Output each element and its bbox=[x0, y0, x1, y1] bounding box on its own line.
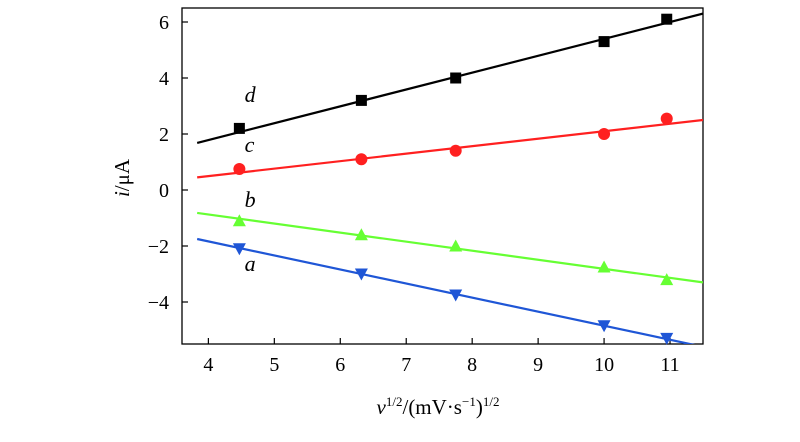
y-axis-title: i/μA bbox=[110, 158, 134, 197]
x-tick-label: 6 bbox=[335, 354, 345, 376]
data-point-a bbox=[597, 320, 611, 333]
data-point-c bbox=[449, 144, 462, 157]
y-tick-label: −4 bbox=[148, 292, 169, 314]
data-point-d bbox=[661, 13, 673, 25]
data-point-c bbox=[233, 163, 246, 175]
fit-line-b bbox=[197, 211, 703, 284]
series-label-d: d bbox=[245, 82, 257, 107]
data-point-b bbox=[597, 260, 611, 273]
y-tick-label: 0 bbox=[159, 180, 169, 202]
x-axis-title: v1/2/(mV·s−1)1/2 bbox=[377, 394, 500, 419]
series-label-c: c bbox=[245, 132, 255, 157]
data-point-b bbox=[354, 228, 368, 241]
x-tick-label: 11 bbox=[660, 354, 679, 376]
data-point-d bbox=[598, 36, 610, 48]
data-point-a bbox=[660, 332, 674, 345]
data-point-c bbox=[355, 153, 368, 166]
plot-frame bbox=[181, 7, 704, 345]
data-point-d bbox=[233, 122, 245, 134]
x-tick-label: 8 bbox=[467, 354, 477, 376]
y-tick-label: 2 bbox=[159, 124, 169, 146]
series-labels: dc b a bbox=[245, 82, 257, 276]
data-point-a bbox=[354, 268, 368, 281]
data-point-a bbox=[449, 289, 463, 302]
data-markers bbox=[232, 13, 674, 345]
axis-ticks: 4 5 6 7 8 9 10 11 −4 −2 0 2 4 6 bbox=[148, 12, 680, 376]
data-point-b bbox=[232, 214, 246, 227]
x-tick-label: 4 bbox=[203, 354, 213, 376]
data-point-b bbox=[660, 273, 674, 286]
data-point-b bbox=[449, 239, 463, 252]
data-point-c bbox=[660, 112, 673, 125]
series-label-a: a bbox=[245, 251, 256, 276]
fit-line-d bbox=[196, 12, 703, 145]
data-point-a bbox=[232, 243, 246, 256]
data-point-c bbox=[598, 128, 611, 140]
x-tick-label: 7 bbox=[401, 354, 411, 376]
x-tick-label: 5 bbox=[269, 354, 279, 376]
fit-lines bbox=[196, 12, 703, 344]
x-tick-label: 9 bbox=[533, 354, 543, 376]
data-point-d bbox=[450, 72, 462, 84]
x-tick-label: 10 bbox=[594, 354, 614, 376]
y-tick-label: 6 bbox=[159, 12, 169, 34]
series-label-b: b bbox=[245, 187, 256, 212]
y-tick-label: 4 bbox=[159, 68, 169, 90]
data-point-d bbox=[355, 94, 367, 106]
fit-line-a bbox=[196, 237, 696, 344]
y-tick-label: −2 bbox=[148, 236, 169, 258]
